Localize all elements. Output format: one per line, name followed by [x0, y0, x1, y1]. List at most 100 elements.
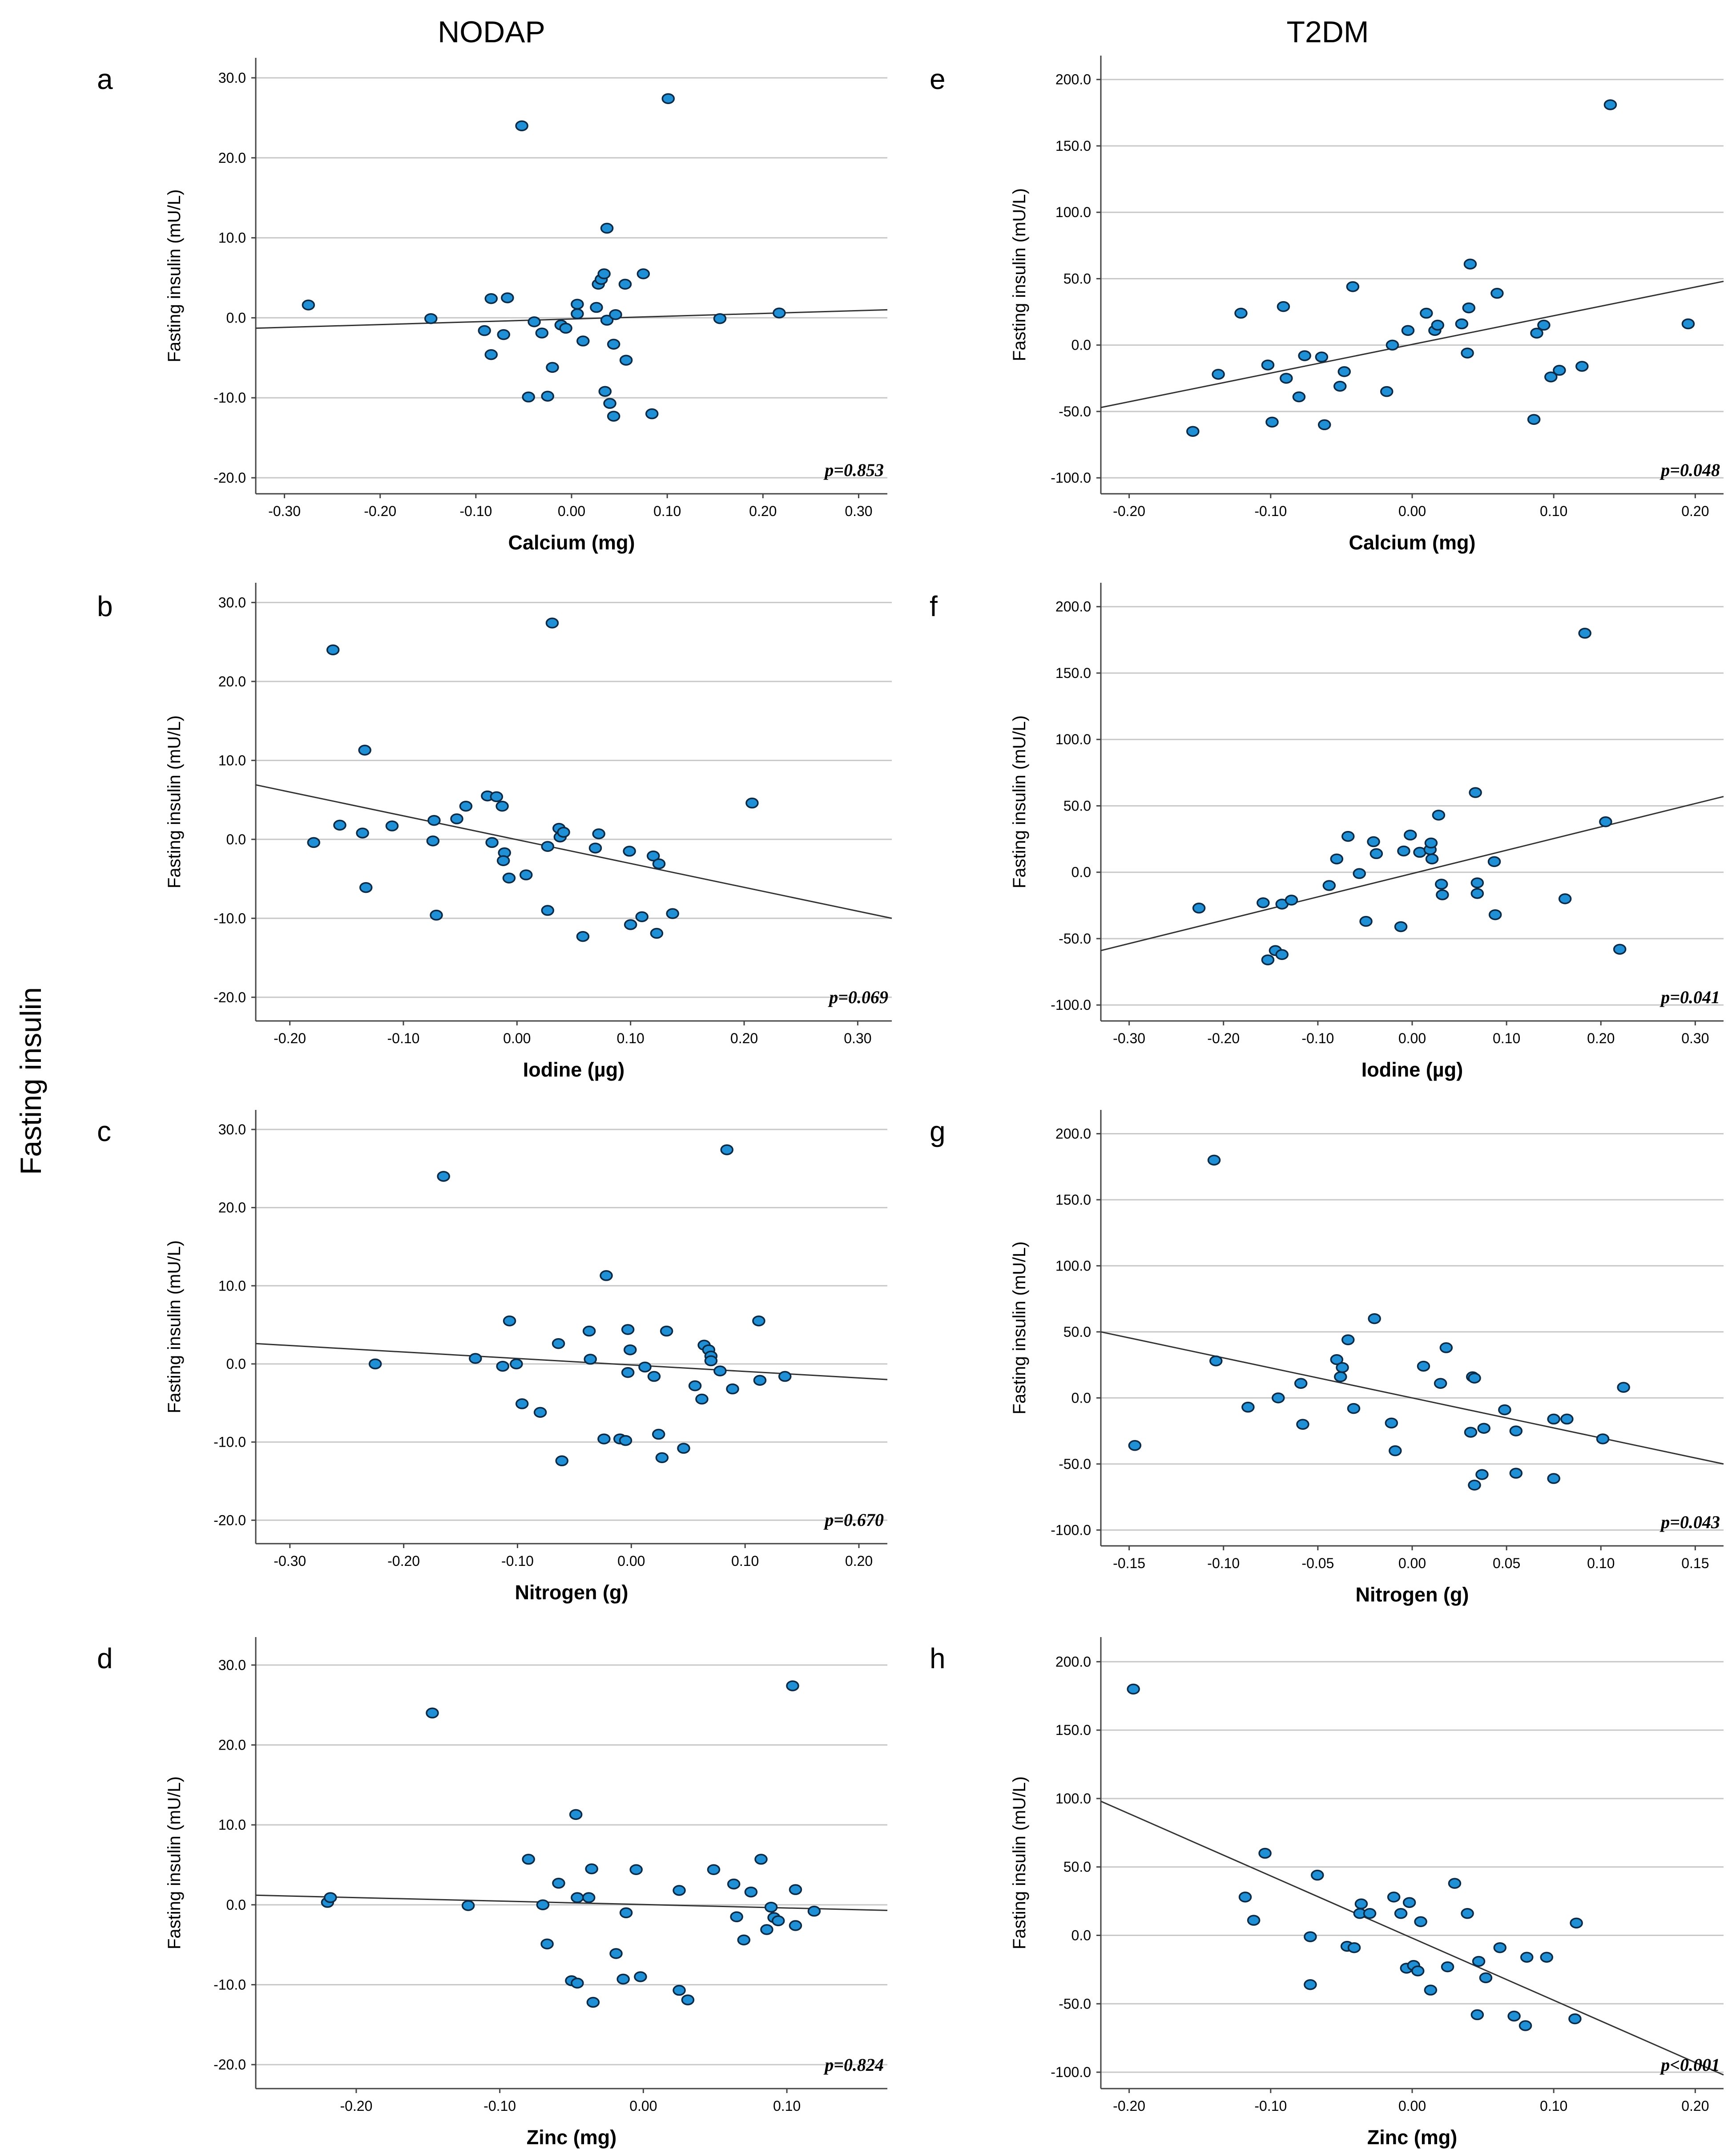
data-point — [807, 1905, 821, 1917]
data-point — [1547, 1413, 1560, 1425]
data-point — [571, 308, 584, 319]
data-point — [1599, 816, 1612, 827]
y-tick-label: -100.0 — [1051, 2064, 1091, 2080]
x-tick-label: 0.20 — [730, 1030, 758, 1046]
x-tick-label: -0.20 — [387, 1553, 420, 1569]
data-point — [1455, 318, 1469, 330]
x-tick-label: 0.00 — [617, 1553, 645, 1569]
y-tick-label: 0.0 — [226, 1356, 246, 1372]
x-tick-label: 0.10 — [773, 2098, 801, 2114]
data-point — [1261, 954, 1275, 965]
data-point — [1441, 1961, 1454, 1972]
data-point — [618, 278, 632, 290]
x-tick-label: -0.10 — [459, 503, 492, 519]
data-point — [607, 411, 620, 422]
data-point — [1432, 810, 1446, 821]
data-point — [503, 1315, 516, 1327]
data-point — [490, 791, 503, 803]
x-axis-label: Zinc (mg) — [527, 2126, 616, 2149]
y-tick-label: -20.0 — [213, 989, 246, 1005]
data-point — [1425, 853, 1439, 865]
data-point — [634, 1971, 647, 1982]
data-point — [1334, 1371, 1347, 1383]
data-point — [536, 1899, 550, 1911]
data-point — [1359, 916, 1373, 927]
x-axis-label: Calcium (mg) — [1349, 531, 1475, 554]
data-point — [1448, 1878, 1462, 1889]
y-axis-label: Fasting insulin (mU/L) — [165, 1776, 184, 1949]
data-point — [1353, 868, 1366, 879]
x-tick-label: -0.30 — [268, 503, 301, 519]
x-tick-label: -0.10 — [387, 1030, 419, 1046]
data-point — [520, 869, 533, 880]
data-point — [545, 617, 559, 629]
data-point — [786, 1680, 799, 1691]
y-tick-label: 150.0 — [1055, 1722, 1091, 1738]
x-tick-label: -0.20 — [1207, 1030, 1240, 1046]
data-point — [535, 327, 549, 339]
data-point — [1394, 1908, 1408, 1919]
data-point — [1234, 307, 1248, 319]
regression-line — [1100, 1331, 1724, 1465]
y-axis-label: Fasting insulin (mU/L) — [165, 715, 184, 888]
data-point — [629, 1864, 643, 1876]
y-tick-label: 150.0 — [1055, 138, 1091, 154]
y-tick-label: 10.0 — [218, 1278, 246, 1294]
data-point — [660, 1325, 673, 1337]
data-point — [1520, 1952, 1534, 1963]
data-point — [1507, 2010, 1521, 2022]
data-point — [1304, 1931, 1317, 1942]
data-point — [789, 1920, 802, 1931]
y-tick-label: 150.0 — [1055, 1192, 1091, 1208]
data-point — [1402, 1897, 1416, 1908]
data-point — [1560, 1413, 1574, 1425]
regression-line — [1100, 796, 1724, 952]
data-point — [1470, 877, 1484, 888]
data-point — [555, 1455, 569, 1467]
data-point — [1257, 897, 1270, 908]
data-point — [647, 1371, 661, 1382]
data-point — [1461, 1908, 1474, 1919]
data-point — [1341, 831, 1355, 842]
regression-line — [255, 1894, 888, 1911]
data-point — [744, 1886, 758, 1898]
y-tick-label: 0.0 — [226, 1897, 246, 1913]
data-point — [1470, 2009, 1484, 2021]
y-tick-label: 20.0 — [218, 1737, 246, 1753]
data-point — [1544, 371, 1558, 383]
data-point — [726, 1383, 739, 1395]
data-point — [1280, 373, 1293, 384]
data-point — [597, 1433, 611, 1444]
data-point — [1397, 845, 1410, 857]
data-point — [495, 801, 509, 812]
data-point — [1463, 258, 1477, 270]
data-point — [1470, 888, 1484, 899]
panel-letter-h: h — [930, 1642, 946, 1674]
data-point — [1468, 1372, 1481, 1384]
data-point — [624, 919, 637, 930]
data-point — [424, 313, 438, 324]
x-tick-label: 0.20 — [1681, 2098, 1709, 2114]
data-point — [541, 391, 554, 402]
data-point — [681, 1994, 695, 2005]
x-tick-label: 0.10 — [731, 1553, 759, 1569]
x-axis-label: Iodine (µg) — [523, 1058, 624, 1081]
y-tick-label: 10.0 — [218, 752, 246, 768]
data-point — [496, 1360, 509, 1372]
data-point — [385, 820, 399, 831]
side-label-fasting-insulin: Fasting insulin — [14, 987, 47, 1175]
data-point — [704, 1355, 718, 1367]
data-point — [502, 872, 516, 884]
y-tick-label: 50.0 — [1063, 1859, 1091, 1875]
data-point — [1417, 1360, 1430, 1372]
col-title-nodap: NODAP — [438, 15, 545, 49]
data-point — [1296, 1419, 1309, 1430]
y-tick-label: -10.0 — [213, 910, 246, 926]
data-point — [1394, 921, 1408, 932]
data-point — [636, 268, 650, 279]
data-point — [603, 398, 616, 409]
data-point — [1479, 1972, 1493, 1984]
x-tick-label: 0.20 — [749, 503, 777, 519]
y-tick-label: 150.0 — [1055, 665, 1091, 681]
